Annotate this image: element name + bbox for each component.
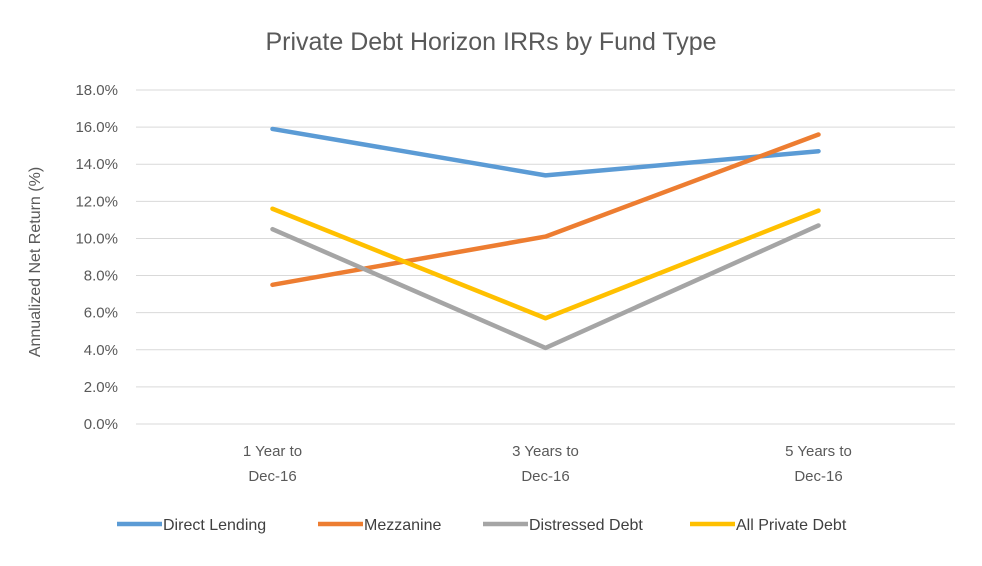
x-tick-label: 3 Years to Dec-16 (512, 443, 579, 485)
legend-label: Distressed Debt (529, 517, 643, 534)
y-tick-label: 18.0% (75, 82, 118, 99)
y-tick-label: 14.0% (75, 156, 118, 173)
x-tick-label: 5 Years to Dec-16 (785, 443, 852, 485)
legend-label: Direct Lending (163, 517, 266, 534)
y-tick-label: 2.0% (84, 379, 118, 396)
x-tick-label-line: 1 Year to (243, 443, 302, 460)
y-tick-label: 4.0% (84, 342, 118, 359)
series-line-distressed-debt (270, 223, 821, 351)
legend-item: All Private Debt (690, 517, 847, 534)
y-tick-label: 16.0% (75, 119, 118, 136)
legend-item: Direct Lending (117, 517, 266, 534)
legend-label: Mezzanine (364, 517, 441, 534)
series-line-all-private-debt (270, 206, 821, 321)
y-tick-label: 0.0% (84, 416, 118, 433)
x-tick-label: 1 Year to Dec-16 (243, 443, 302, 485)
x-tick-label-line: Dec-16 (521, 468, 569, 485)
x-tick-label-line: Dec-16 (794, 468, 842, 485)
y-axis-ticks: 0.0% 2.0% 4.0% 6.0% 8.0% 10.0% 12.0% 14.0% 16.0%… (75, 82, 118, 433)
gridlines (136, 89, 955, 425)
series-line-direct-lending (270, 126, 821, 178)
chart-title: Private Debt Horizon IRRs by Fund Type (265, 28, 716, 56)
series-lines (270, 126, 821, 351)
x-tick-label-line: Dec-16 (248, 468, 296, 485)
y-tick-label: 8.0% (84, 268, 118, 285)
legend-item: Mezzanine (318, 517, 441, 534)
y-tick-label: 6.0% (84, 305, 118, 322)
legend: Direct Lending Mezzanine Distressed Debt Al… (117, 517, 847, 534)
y-tick-label: 10.0% (75, 230, 118, 247)
legend-label: All Private Debt (736, 517, 847, 534)
y-tick-label: 12.0% (75, 193, 118, 210)
x-tick-label-line: 3 Years to (512, 443, 579, 460)
y-axis-label: Annualized Net Return (%) (27, 167, 44, 357)
x-tick-label-line: 5 Years to (785, 443, 852, 460)
legend-item: Distressed Debt (483, 517, 643, 534)
